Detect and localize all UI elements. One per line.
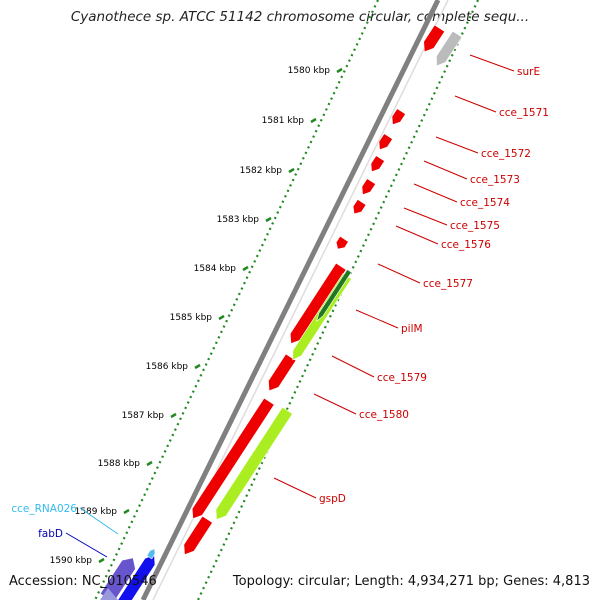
- map-title: Cyanothece sp. ATCC 51142 chromosome cir…: [70, 9, 530, 25]
- genome-summary-text: Topology: circular; Length: 4,934,271 bp…: [232, 574, 590, 589]
- cds-arrow-cce1574: [361, 178, 376, 196]
- label-leader-line: [355, 309, 399, 329]
- cds-arrow-cce1572: [378, 133, 393, 151]
- tick-mark: [310, 117, 317, 124]
- tick-mark: [146, 460, 153, 467]
- cds-arrow-cce1579: [268, 353, 297, 392]
- tick-mark: [242, 265, 249, 272]
- cds-arrow-cce1571: [391, 108, 406, 126]
- tick-mark: [194, 363, 201, 370]
- cds-arrow-grey: [436, 30, 463, 67]
- tick-label: 1587 kbp: [122, 411, 165, 421]
- label-leader-line: [313, 393, 357, 415]
- label-leader-line: [377, 263, 421, 284]
- cds-arrow-cce1573: [370, 155, 385, 173]
- tick-label: 1589 kbp: [75, 507, 118, 517]
- tick-mark: [218, 314, 225, 321]
- label-leader-line: [423, 160, 468, 180]
- label-leader-line: [469, 54, 515, 72]
- cds-arrow-surE: [423, 24, 446, 53]
- tick-label: 1586 kbp: [146, 362, 189, 372]
- accession-text: Accession: NC_010546: [9, 574, 157, 589]
- gene-label[interactable]: fabD: [38, 528, 63, 540]
- label-leader-line: [403, 207, 448, 226]
- tick-mark: [336, 67, 343, 74]
- tick-label: 1585 kbp: [170, 313, 213, 323]
- label-leader-line: [65, 532, 108, 558]
- gene-label[interactable]: cce_1575: [450, 220, 500, 232]
- label-leader-line: [79, 507, 119, 535]
- gene-label[interactable]: surE: [517, 66, 540, 78]
- inner-tick-ruler: [94, 0, 379, 600]
- gene-label[interactable]: gspD: [319, 493, 346, 505]
- backbone-layer: [140, 0, 449, 600]
- label-leader-line: [395, 225, 439, 245]
- gene-label[interactable]: cce_1579: [377, 372, 427, 384]
- tick-mark: [123, 508, 130, 515]
- gene-label[interactable]: cce_1574: [460, 197, 510, 209]
- sequence-backbone: [140, 0, 441, 600]
- gene-label[interactable]: cce_1571: [499, 107, 549, 119]
- rna-arrow-cce_RNA026: [146, 548, 156, 560]
- label-leader-line: [454, 95, 497, 113]
- tick-mark: [98, 557, 105, 564]
- tick-label: 1581 kbp: [262, 116, 305, 126]
- tick-label: 1580 kbp: [288, 66, 331, 76]
- gene-label[interactable]: cce_1576: [441, 239, 491, 251]
- gene-label[interactable]: cce_1577: [423, 278, 473, 290]
- tick-label: 1583 kbp: [217, 215, 260, 225]
- label-leader-line: [435, 136, 479, 154]
- tick-rulers: 1580 kbp 1581 kbp 1582 kbp 1583 kbp 1584 kbp…: [50, 0, 479, 600]
- label-leader-line: [413, 183, 458, 203]
- tick-mark: [265, 216, 272, 223]
- tick-mark: [170, 412, 177, 419]
- gene-label[interactable]: pilM: [401, 323, 423, 335]
- cds-arrow-cce1576: [335, 235, 349, 250]
- feature-layer: [99, 24, 463, 600]
- cds-arrow-pilM-inner: [316, 269, 352, 322]
- tick-label: 1590 kbp: [50, 556, 93, 566]
- cds-arrow-lavender: [100, 588, 118, 600]
- gene-label[interactable]: cce_RNA026: [11, 503, 77, 515]
- gene-label[interactable]: cce_1572: [481, 148, 531, 160]
- tick-mark: [288, 167, 295, 174]
- tick-label: 1584 kbp: [194, 264, 237, 274]
- tick-label: 1588 kbp: [98, 459, 141, 469]
- cds-arrow-gspD: [183, 515, 213, 556]
- tick-label: 1582 kbp: [240, 166, 283, 176]
- label-leader-line: [273, 477, 317, 499]
- label-leader-line: [331, 355, 375, 378]
- gene-label[interactable]: cce_1580: [359, 409, 409, 421]
- label-layer: surE cce_1571 cce_1572 cce_1573 cce_1574 cce_…: [11, 54, 549, 558]
- gene-label[interactable]: cce_1573: [470, 174, 520, 186]
- cds-arrow-gspD-outer: [215, 406, 293, 520]
- cds-arrow-cce1575: [352, 198, 367, 215]
- cds-arrow-cce1580: [191, 397, 275, 520]
